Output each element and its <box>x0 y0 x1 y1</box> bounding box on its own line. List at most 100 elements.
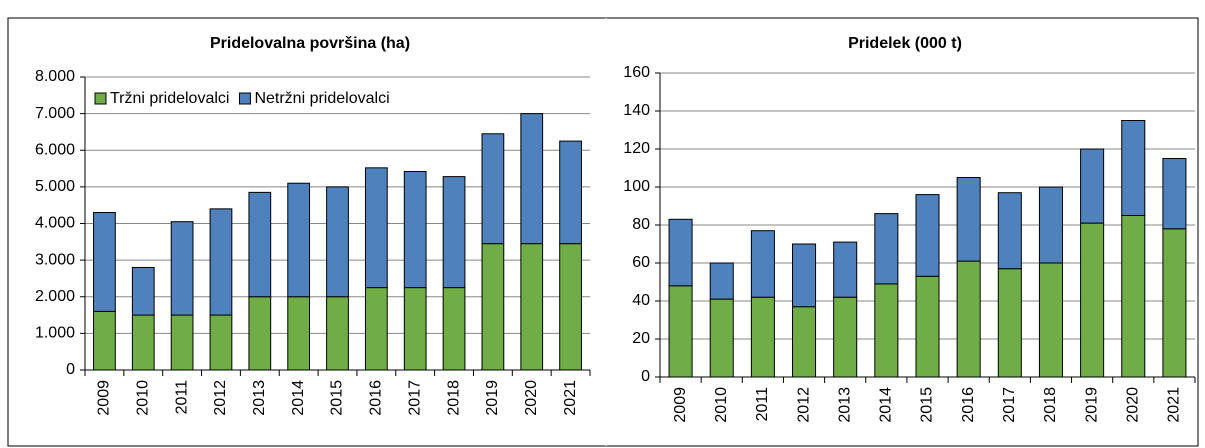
bar-segment <box>93 310 116 371</box>
bar-segment <box>956 177 981 262</box>
bar-segment <box>209 314 233 371</box>
x-tick-label: 2016 <box>960 387 977 423</box>
x-tick-label: 2009 <box>96 380 113 416</box>
bar-segment <box>403 287 427 371</box>
bar-segment <box>668 218 693 287</box>
bar-segment <box>1038 262 1063 378</box>
x-tick-label: 2018 <box>445 380 462 416</box>
y-tick-label: 5.000 <box>35 178 75 195</box>
x-tick-label: 2012 <box>212 380 229 416</box>
y-tick-label: 20 <box>632 330 650 347</box>
bar-segment <box>1121 215 1146 378</box>
bar-segment <box>668 285 693 378</box>
bar-segment <box>750 296 775 378</box>
bar-segment <box>1038 186 1063 264</box>
bar-segment <box>287 296 311 371</box>
bar-segment <box>326 296 349 371</box>
y-tick-label: 0 <box>641 368 650 385</box>
bar-segment <box>364 167 388 289</box>
x-tick-label: 2013 <box>836 387 853 423</box>
bar-segment <box>559 140 582 245</box>
bar-segment <box>364 287 388 371</box>
x-tick-label: 2017 <box>406 380 423 416</box>
bar-segment <box>1121 120 1146 216</box>
x-tick-label: 2013 <box>251 380 268 416</box>
legend-swatch <box>94 92 107 105</box>
y-tick-label: 4.000 <box>35 215 75 232</box>
bar-segment <box>709 262 734 300</box>
bar-segment <box>709 298 734 378</box>
x-tick-label: 2012 <box>795 387 812 423</box>
x-tick-label: 2020 <box>1124 387 1141 423</box>
y-tick-label: 8.000 <box>35 68 75 85</box>
bar-segment <box>403 170 427 289</box>
x-tick-label: 2014 <box>290 380 307 416</box>
bar-segment <box>170 314 194 371</box>
x-tick-label: 2019 <box>1083 387 1100 423</box>
bar-segment <box>520 243 544 371</box>
x-tick-label: 2017 <box>1001 387 1018 423</box>
legend-label: Netržni pridelovalci <box>254 90 389 107</box>
bar-segment <box>131 314 155 371</box>
bar-segment <box>248 191 272 298</box>
x-tick-label: 2016 <box>368 380 385 416</box>
chart-title: Pridelovalna površina (ha) <box>210 35 410 52</box>
x-tick-label: 2011 <box>173 380 190 415</box>
y-tick-label: 0 <box>66 361 75 378</box>
y-tick-label: 7.000 <box>35 105 75 122</box>
legend-label: Tržni pridelovalci <box>110 90 229 107</box>
bar-segment <box>792 243 817 308</box>
x-tick-label: 2020 <box>523 380 540 416</box>
bar-segment <box>833 241 858 298</box>
y-tick-label: 80 <box>632 216 650 233</box>
bar-segment <box>997 268 1022 378</box>
x-tick-label: 2021 <box>562 380 579 416</box>
bar-segment <box>131 266 155 316</box>
bar-segment <box>520 113 544 245</box>
x-tick-label: 2015 <box>919 387 936 423</box>
bar-segment <box>1080 222 1105 378</box>
bar-segment <box>997 192 1022 270</box>
bar-segment <box>874 213 899 285</box>
y-tick-label: 140 <box>623 102 650 119</box>
x-tick-label: 2010 <box>713 387 730 423</box>
bar-segment <box>442 287 466 371</box>
bar-segment <box>956 260 981 378</box>
y-tick-label: 100 <box>623 178 650 195</box>
x-tick-label: 2014 <box>878 387 895 423</box>
bar-segment <box>1162 158 1187 230</box>
y-tick-label: 120 <box>623 140 650 157</box>
x-tick-label: 2021 <box>1166 387 1183 423</box>
bar-segment <box>93 212 116 312</box>
bar-segment <box>442 176 466 289</box>
bar-segment <box>481 243 505 371</box>
x-tick-label: 2019 <box>484 380 501 416</box>
bar-segment <box>915 194 940 277</box>
bar-segment <box>559 243 582 371</box>
y-tick-label: 1.000 <box>35 325 75 342</box>
x-tick-label: 2011 <box>754 387 771 422</box>
frame <box>7 17 1199 447</box>
bar-segment <box>1162 228 1187 378</box>
bar-segment <box>170 221 194 316</box>
chart-title: Pridelek (000 t) <box>848 35 962 52</box>
y-tick-label: 2.000 <box>35 288 75 305</box>
bar-segment <box>1080 148 1105 224</box>
y-tick-label: 3.000 <box>35 251 75 268</box>
x-tick-label: 2009 <box>672 387 689 423</box>
y-tick-label: 40 <box>632 292 650 309</box>
legend-swatch <box>238 92 251 105</box>
bar-segment <box>326 186 349 298</box>
x-tick-label: 2015 <box>329 380 346 416</box>
bar-segment <box>874 283 899 378</box>
bar-segment <box>915 275 940 378</box>
bar-segment <box>481 133 505 245</box>
bar-segment <box>750 230 775 298</box>
y-tick-label: 60 <box>632 254 650 271</box>
x-tick-label: 2010 <box>134 380 151 416</box>
bar-segment <box>248 296 272 371</box>
bar-segment <box>209 208 233 316</box>
bar-segment <box>833 296 858 378</box>
